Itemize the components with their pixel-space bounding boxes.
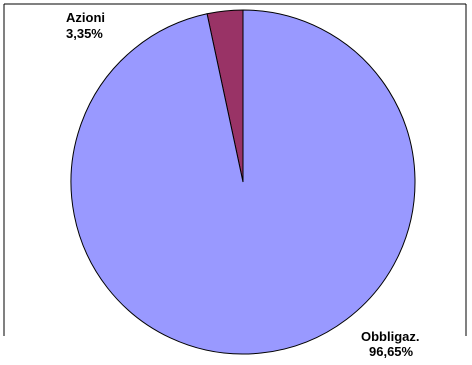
pie-slices bbox=[70, 9, 416, 355]
slice-label-azioni: Azioni bbox=[66, 10, 105, 25]
slice-label-obbligaz: Obbligaz. bbox=[361, 329, 420, 344]
pie-slice-obbligaz bbox=[70, 9, 416, 355]
slice-value-azioni: 3,35% bbox=[66, 26, 103, 41]
slice-value-obbligaz: 96,65% bbox=[369, 344, 414, 359]
